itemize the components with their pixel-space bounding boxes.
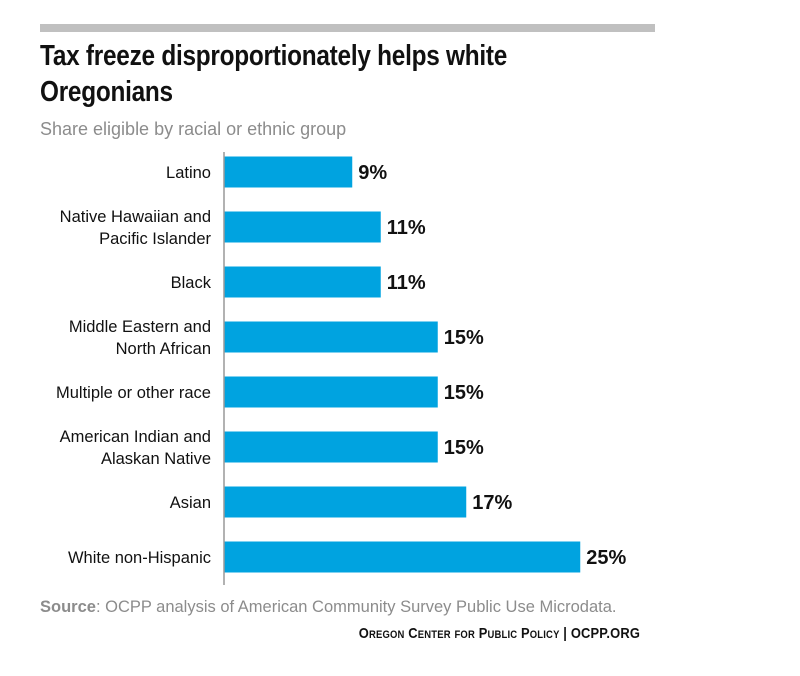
bar-value-label: 15%: [444, 327, 484, 349]
category-label: American Indian and: [60, 428, 211, 446]
bar: [224, 541, 581, 573]
source-label: Source: [40, 598, 96, 616]
bar: [224, 321, 438, 353]
category-label: Alaskan Native: [101, 450, 211, 468]
bar: [224, 431, 438, 463]
bar-value-label: 9%: [358, 162, 387, 184]
top-rule: [40, 24, 655, 32]
bar-chart: 9% Latino 11% Native Hawaiian and Pacific Is…: [56, 152, 626, 585]
bar: [224, 486, 467, 518]
chart-title: Tax freeze disproportionately helps whit…: [40, 40, 508, 108]
bar-value-label: 11%: [387, 217, 426, 239]
category-label: North African: [116, 340, 211, 358]
publisher-credit: Oregon Center for Public Policy | OCPP.O…: [358, 625, 640, 642]
bar-value-label: 17%: [472, 492, 512, 514]
bar-value-label: 11%: [387, 272, 426, 294]
bar: [224, 156, 353, 188]
source-note: Source: OCPP analysis of American Commun…: [40, 597, 617, 617]
source-text: : OCPP analysis of American Community Su…: [95, 598, 617, 616]
bar-value-label: 15%: [444, 382, 484, 404]
category-label: Native Hawaiian and: [60, 208, 211, 226]
bar-value-label: 15%: [444, 437, 484, 459]
category-label: Multiple or other race: [56, 384, 211, 402]
bar: [224, 376, 438, 408]
category-label: Latino: [166, 164, 211, 182]
category-label: Black: [171, 274, 212, 292]
bar: [224, 266, 381, 298]
category-label: Middle Eastern and: [69, 318, 211, 336]
bar: [224, 211, 381, 243]
category-label: White non-Hispanic: [68, 549, 211, 567]
category-label: Asian: [170, 494, 211, 512]
category-label: Pacific Islander: [99, 230, 211, 248]
chart-subtitle: Share eligible by racial or ethnic group: [40, 119, 347, 139]
bar-value-label: 25%: [586, 547, 626, 569]
